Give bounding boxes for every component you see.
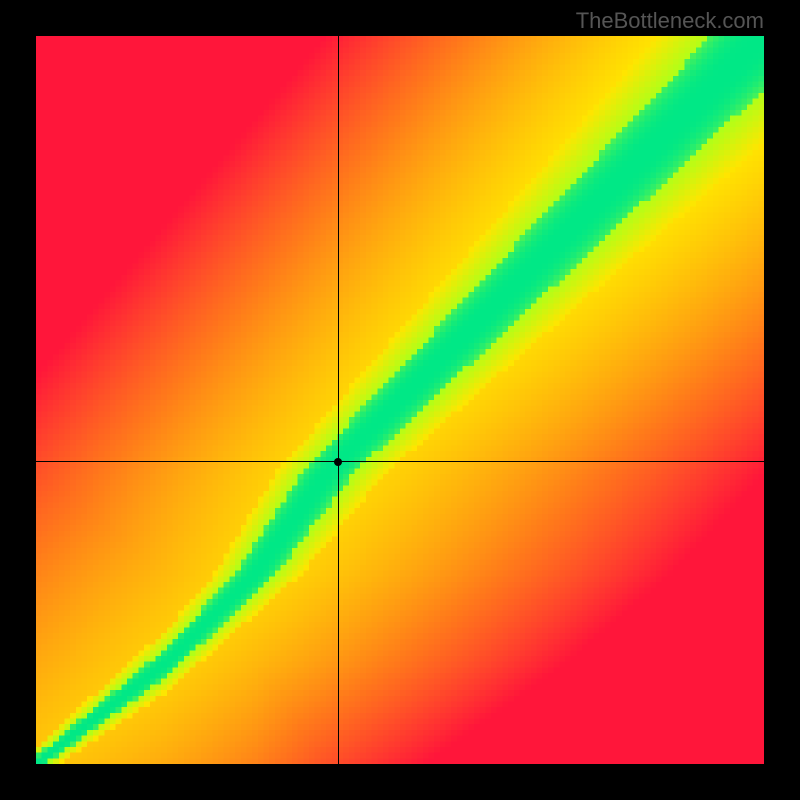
crosshair-dot	[334, 458, 342, 466]
watermark-text: TheBottleneck.com	[576, 8, 764, 34]
chart-container: TheBottleneck.com	[0, 0, 800, 800]
crosshair-horizontal	[36, 461, 764, 462]
heatmap-canvas	[36, 36, 764, 764]
heatmap-plot	[36, 36, 764, 764]
crosshair-vertical	[338, 36, 339, 764]
